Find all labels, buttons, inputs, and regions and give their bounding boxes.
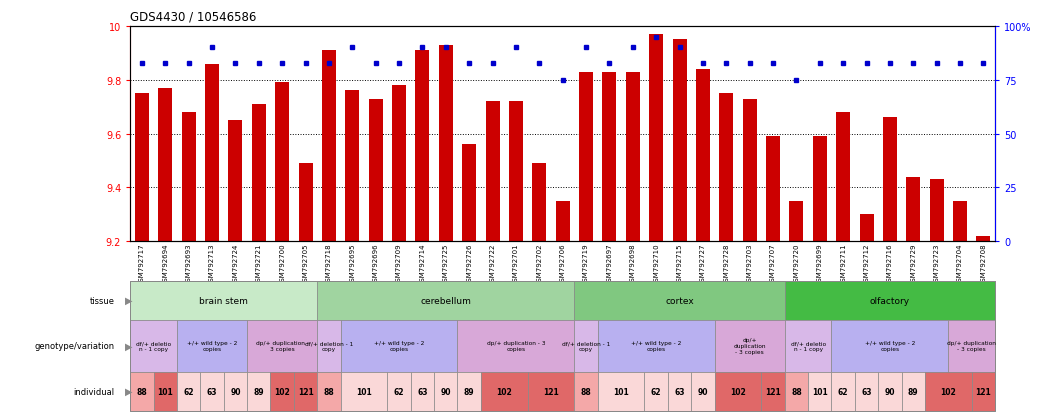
Text: 63: 63	[417, 387, 427, 396]
Bar	[345, 91, 359, 242]
Text: dp/+ duplication - 3
copies: dp/+ duplication - 3 copies	[487, 340, 545, 351]
Bar	[228, 121, 243, 242]
Text: 90: 90	[441, 387, 451, 396]
Text: df/+ deletio
n - 1 copy: df/+ deletio n - 1 copy	[137, 340, 171, 351]
Text: olfactory: olfactory	[870, 296, 910, 305]
Text: +/+ wild type - 2
copies: +/+ wild type - 2 copies	[187, 340, 238, 351]
Text: 121: 121	[298, 387, 314, 396]
Bar	[555, 201, 570, 242]
Text: 89: 89	[464, 387, 474, 396]
Bar	[439, 46, 453, 242]
Text: tissue: tissue	[90, 296, 115, 305]
Text: df/+ deletion - 1
copy: df/+ deletion - 1 copy	[305, 340, 353, 351]
Bar	[929, 180, 944, 242]
Text: +/+ wild type - 2
copies: +/+ wild type - 2 copies	[631, 340, 681, 351]
Bar	[486, 102, 499, 242]
Bar	[181, 113, 196, 242]
Text: cerebellum: cerebellum	[420, 296, 471, 305]
Text: 101: 101	[157, 387, 173, 396]
Text: 90: 90	[885, 387, 895, 396]
Bar	[463, 145, 476, 242]
Bar	[626, 73, 640, 242]
Text: GDS4430 / 10546586: GDS4430 / 10546586	[130, 10, 256, 23]
Bar	[860, 215, 873, 242]
Bar	[299, 164, 313, 242]
Bar	[134, 94, 149, 242]
Bar	[416, 51, 429, 242]
Text: individual: individual	[74, 387, 115, 396]
Text: 121: 121	[765, 387, 780, 396]
Text: 62: 62	[838, 387, 848, 396]
Text: ▶: ▶	[125, 341, 132, 351]
Bar	[649, 35, 663, 242]
Text: dp/+
duplication
- 3 copies: dp/+ duplication - 3 copies	[734, 337, 766, 355]
Bar	[158, 89, 172, 242]
Bar	[907, 177, 920, 242]
Bar	[743, 99, 756, 242]
Bar	[532, 164, 546, 242]
Text: genotype/variation: genotype/variation	[34, 342, 115, 350]
Text: 101: 101	[812, 387, 827, 396]
Bar	[813, 137, 826, 242]
Text: 88: 88	[324, 387, 334, 396]
Bar	[719, 94, 734, 242]
Text: 102: 102	[941, 387, 957, 396]
Text: 102: 102	[730, 387, 746, 396]
Text: brain stem: brain stem	[199, 296, 248, 305]
Text: df/+ deletio
n - 1 copy: df/+ deletio n - 1 copy	[791, 340, 825, 351]
Text: +/+ wild type - 2
copies: +/+ wild type - 2 copies	[374, 340, 424, 351]
Text: +/+ wild type - 2
copies: +/+ wild type - 2 copies	[865, 340, 915, 351]
Text: ▶: ▶	[125, 295, 132, 306]
Text: 121: 121	[975, 387, 991, 396]
Bar	[392, 86, 406, 242]
Bar	[766, 137, 780, 242]
Text: 89: 89	[253, 387, 264, 396]
Text: 63: 63	[862, 387, 872, 396]
Text: 63: 63	[206, 387, 218, 396]
Bar	[696, 70, 710, 242]
Bar	[369, 99, 382, 242]
Text: dp/+ duplication
- 3 copies: dp/+ duplication - 3 copies	[947, 340, 996, 351]
Text: cortex: cortex	[665, 296, 694, 305]
Bar	[883, 118, 897, 242]
Text: 101: 101	[614, 387, 629, 396]
Text: 101: 101	[356, 387, 372, 396]
Bar	[322, 51, 336, 242]
Bar	[953, 201, 967, 242]
Bar	[252, 104, 266, 242]
Text: 88: 88	[580, 387, 592, 396]
Text: 62: 62	[183, 387, 194, 396]
Text: 62: 62	[651, 387, 662, 396]
Text: 90: 90	[230, 387, 241, 396]
Text: 88: 88	[137, 387, 147, 396]
Bar	[836, 113, 850, 242]
Text: 121: 121	[543, 387, 559, 396]
Text: 102: 102	[274, 387, 290, 396]
Bar	[790, 201, 803, 242]
Text: dp/+ duplication -
3 copies: dp/+ duplication - 3 copies	[255, 340, 308, 351]
Text: 102: 102	[496, 387, 512, 396]
Text: 63: 63	[674, 387, 685, 396]
Text: 62: 62	[394, 387, 404, 396]
Text: df/+ deletion - 1
copy: df/+ deletion - 1 copy	[562, 340, 611, 351]
Bar	[672, 40, 687, 242]
Text: ▶: ▶	[125, 386, 132, 396]
Text: 89: 89	[908, 387, 919, 396]
Bar	[205, 64, 219, 242]
Bar	[602, 73, 617, 242]
Bar	[275, 83, 290, 242]
Bar	[508, 102, 523, 242]
Text: 90: 90	[698, 387, 709, 396]
Text: 88: 88	[791, 387, 801, 396]
Bar	[976, 236, 991, 242]
Bar	[579, 73, 593, 242]
